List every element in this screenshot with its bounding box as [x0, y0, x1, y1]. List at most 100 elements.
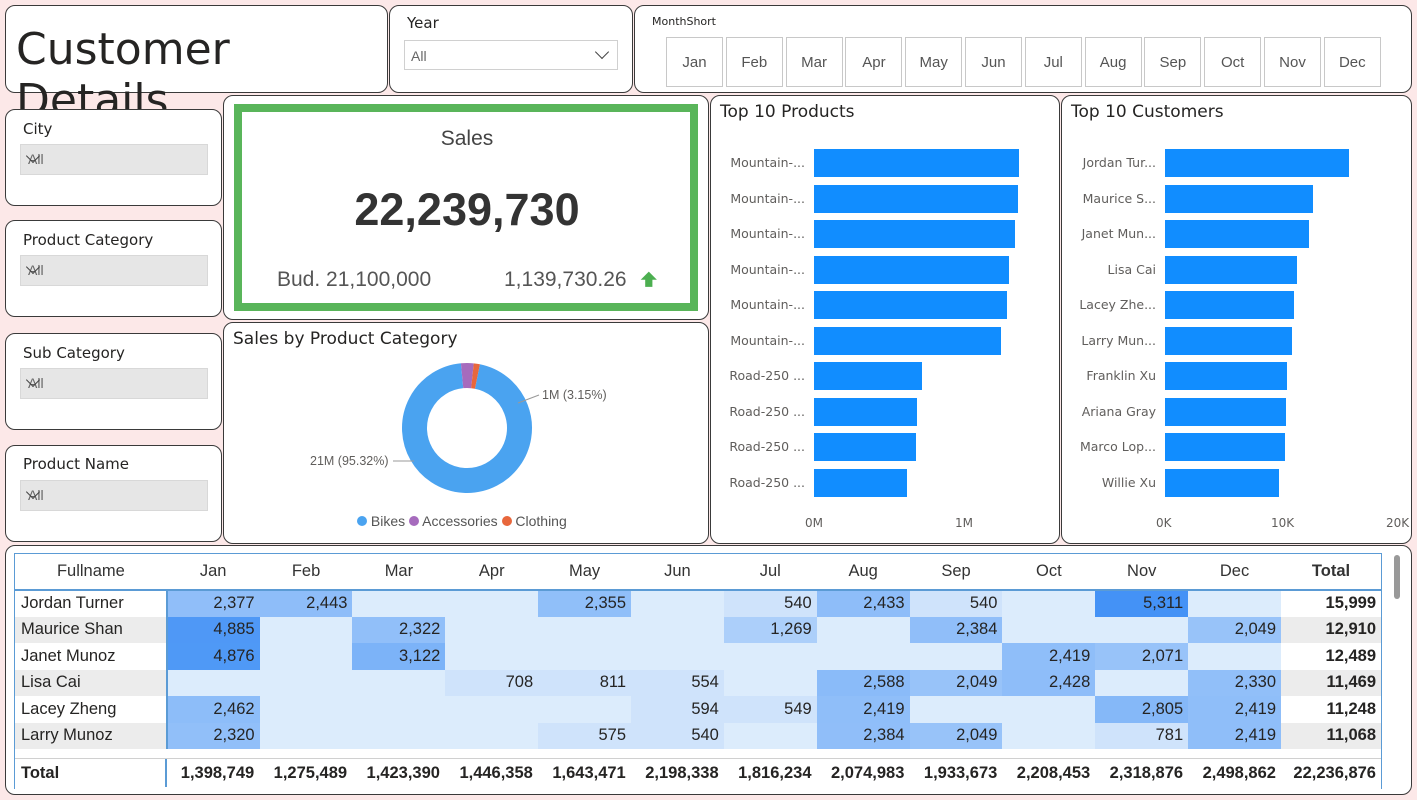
column-header-nov[interactable]: Nov [1095, 554, 1189, 591]
value-cell: 2,384 [909, 616, 1003, 643]
city-dropdown[interactable]: All [20, 144, 208, 175]
value-cell [352, 590, 446, 617]
month-button-jun[interactable]: Jun [965, 37, 1022, 87]
bar[interactable] [1165, 433, 1285, 461]
column-header-sep[interactable]: Sep [909, 554, 1003, 591]
donut-outer-label: 1M (3.15%) [542, 388, 607, 402]
row-name-cell: Lisa Cai [15, 669, 168, 696]
value-cell: 2,419 [1188, 696, 1281, 723]
bar[interactable] [1165, 468, 1279, 497]
value-cell: 540 [631, 722, 724, 749]
month-button-oct[interactable]: Oct [1204, 37, 1262, 87]
bar[interactable] [1165, 184, 1314, 213]
month-button-dec[interactable]: Dec [1323, 37, 1381, 87]
kpi-border [234, 104, 698, 311]
column-header-feb[interactable]: Feb [259, 554, 353, 591]
city-value: All [28, 151, 44, 167]
year-value: All [411, 48, 427, 64]
month-button-mar[interactable]: Mar [785, 37, 843, 87]
page-title: Customer Details [16, 24, 230, 126]
value-cell [1188, 643, 1281, 670]
column-header-jan[interactable]: Jan [166, 554, 260, 591]
product-name-dropdown[interactable]: All [20, 480, 208, 511]
product-name-slicer: Product Name All [5, 445, 222, 542]
value-cell: 2,330 [1188, 669, 1281, 696]
bar[interactable] [814, 184, 1018, 213]
column-header-fullname[interactable]: Fullname [15, 554, 167, 591]
bar[interactable] [1165, 397, 1286, 426]
value-cell [259, 696, 353, 723]
legend-accessories[interactable]: Accessories [409, 513, 498, 529]
top-customers-card: Top 10 Customers Jordan Tur... Maurice S.… [1061, 95, 1412, 544]
column-header-aug[interactable]: Aug [816, 554, 910, 591]
value-cell: 549 [723, 696, 817, 723]
bar[interactable] [814, 468, 907, 497]
value-cell: 2,049 [909, 722, 1003, 749]
sub-category-dropdown[interactable]: All [20, 368, 208, 399]
donut-main-label: 21M (95.32%) [310, 454, 389, 468]
legend-bikes[interactable]: Bikes [357, 513, 405, 529]
month-button-jan[interactable]: Jan [666, 37, 723, 87]
value-cell: 2,384 [816, 722, 910, 749]
value-cell [538, 643, 632, 670]
bar[interactable] [1165, 362, 1287, 390]
column-header-mar[interactable]: Mar [352, 554, 446, 591]
row-name-cell: Maurice Shan [15, 616, 168, 643]
bar[interactable] [814, 291, 1008, 319]
bar[interactable] [1165, 326, 1293, 355]
product-category-label: Product Category [23, 231, 154, 249]
column-header-dec[interactable]: Dec [1188, 554, 1281, 591]
matrix-header-row: Fullname Jan Feb Mar Apr May Jun Jul Aug Sep Oct No… [15, 554, 1381, 591]
legend-clothing[interactable]: Clothing [501, 513, 567, 529]
sub-category-slicer: Sub Category All [5, 333, 222, 430]
matrix-scrollbar[interactable] [1394, 555, 1400, 599]
top-products-title: Top 10 Products [720, 102, 855, 122]
month-button-aug[interactable]: Aug [1084, 37, 1142, 87]
value-cell [445, 616, 539, 643]
month-button-jul[interactable]: Jul [1024, 37, 1082, 87]
value-cell [445, 590, 539, 617]
value-cell [816, 616, 910, 643]
bar[interactable] [814, 397, 918, 426]
product-name-value: All [28, 487, 44, 503]
bar[interactable] [1165, 291, 1295, 319]
chevron-down-icon [594, 44, 610, 60]
bar[interactable] [814, 433, 916, 461]
month-button-apr[interactable]: Apr [845, 37, 903, 87]
column-header-may[interactable]: May [538, 554, 632, 591]
row-total-cell: 15,999 [1281, 590, 1381, 617]
column-header-apr[interactable]: Apr [445, 554, 539, 591]
bar-label: Lacey Zhe... [1079, 297, 1156, 312]
bar[interactable] [814, 326, 1002, 355]
donut-chart [393, 363, 540, 493]
donut-slice-clothing[interactable] [471, 363, 480, 389]
year-dropdown[interactable]: All [404, 40, 618, 70]
donut-slice-bikes[interactable] [402, 363, 532, 493]
bar[interactable] [814, 220, 1015, 248]
table-row: Maurice Shan 4,885 2,322 1,269 2,384 2,049 12,… [15, 616, 1381, 643]
bar-label: Mountain-... [730, 332, 805, 348]
column-header-total[interactable]: Total [1281, 554, 1381, 591]
value-cell [631, 616, 724, 643]
value-cell [1095, 616, 1189, 643]
month-button-sep[interactable]: Sep [1144, 37, 1202, 87]
value-cell: 811 [538, 669, 632, 696]
bar[interactable] [1165, 149, 1349, 177]
bar[interactable] [1165, 255, 1297, 284]
arrow-up-icon [640, 271, 657, 287]
month-button-may[interactable]: May [905, 37, 963, 87]
column-header-oct[interactable]: Oct [1002, 554, 1096, 591]
bar[interactable] [814, 149, 1019, 177]
table-row: Lisa Cai 708 811 554 2,588 2,049 2,428 2,330 11,… [15, 669, 1381, 696]
bar[interactable] [814, 255, 1009, 284]
bar[interactable] [1165, 220, 1309, 248]
month-button-feb[interactable]: Feb [725, 37, 783, 87]
value-cell [1002, 616, 1096, 643]
product-category-dropdown[interactable]: All [20, 255, 208, 286]
value-cell [631, 643, 724, 670]
row-total-cell: 11,248 [1281, 696, 1381, 723]
bar[interactable] [814, 362, 922, 390]
column-header-jun[interactable]: Jun [631, 554, 724, 591]
month-button-nov[interactable]: Nov [1264, 37, 1321, 87]
column-header-jul[interactable]: Jul [723, 554, 817, 591]
